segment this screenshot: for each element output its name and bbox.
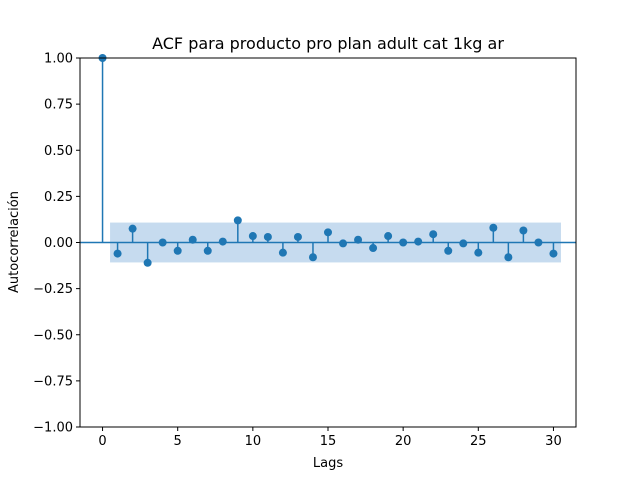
marker-lag-1 xyxy=(113,249,122,258)
marker-lag-6 xyxy=(188,235,197,244)
marker-lag-3 xyxy=(143,258,152,267)
marker-lag-26 xyxy=(489,223,498,232)
marker-lag-23 xyxy=(444,246,453,255)
marker-lag-14 xyxy=(308,253,317,262)
marker-lag-22 xyxy=(429,230,438,239)
marker-lag-12 xyxy=(278,248,287,257)
y-tick-label-4: 0.00 xyxy=(44,236,73,251)
y-tick-label-7: 0.75 xyxy=(44,98,73,113)
marker-lag-24 xyxy=(459,239,468,248)
marker-lag-10 xyxy=(248,232,257,241)
x-tick-label-25: 25 xyxy=(470,434,487,449)
chart-title: ACF para producto pro plan adult cat 1kg… xyxy=(152,34,504,53)
x-tick-label-15: 15 xyxy=(320,434,337,449)
x-axis-label: Lags xyxy=(313,456,343,471)
marker-lag-7 xyxy=(203,246,212,255)
marker-lag-27 xyxy=(504,253,513,262)
marker-lag-20 xyxy=(399,238,408,247)
y-tick-label-3: −0.25 xyxy=(33,282,73,297)
marker-lag-5 xyxy=(173,246,182,255)
marker-lag-11 xyxy=(263,232,272,241)
marker-layer xyxy=(98,54,558,267)
marker-lag-17 xyxy=(354,235,363,244)
x-tick-label-10: 10 xyxy=(245,434,262,449)
marker-lag-9 xyxy=(233,216,242,225)
marker-lag-4 xyxy=(158,238,167,247)
x-tick-label-0: 0 xyxy=(98,434,106,449)
y-axis-ticks: −1.00 −0.75 −0.50 −0.25 0.00 0.25 0.50 0.75 1.00 xyxy=(33,52,80,436)
y-tick-label-0: −1.00 xyxy=(33,421,73,436)
marker-lag-29 xyxy=(534,238,543,247)
marker-lag-15 xyxy=(324,228,332,237)
x-axis-ticks: 0 5 10 15 20 25 30 xyxy=(98,427,562,449)
y-tick-label-1: −0.75 xyxy=(33,374,73,389)
marker-lag-18 xyxy=(369,244,378,253)
marker-lag-25 xyxy=(474,248,483,257)
y-tick-label-6: 0.50 xyxy=(44,144,73,159)
y-tick-label-2: −0.50 xyxy=(33,328,73,343)
y-tick-label-5: 0.25 xyxy=(44,190,73,205)
marker-lag-19 xyxy=(384,232,393,241)
marker-lag-16 xyxy=(339,239,348,248)
x-tick-label-30: 30 xyxy=(545,434,562,449)
y-axis-label: Autocorrelación xyxy=(7,191,22,293)
x-tick-label-20: 20 xyxy=(395,434,412,449)
marker-lag-8 xyxy=(218,237,227,246)
marker-lag-2 xyxy=(128,224,137,233)
marker-lag-28 xyxy=(519,226,528,235)
y-tick-label-8: 1.00 xyxy=(44,52,73,67)
marker-lag-13 xyxy=(293,232,302,241)
marker-lag-30 xyxy=(549,249,558,258)
marker-lag-21 xyxy=(414,237,423,246)
x-tick-label-5: 5 xyxy=(174,434,182,449)
